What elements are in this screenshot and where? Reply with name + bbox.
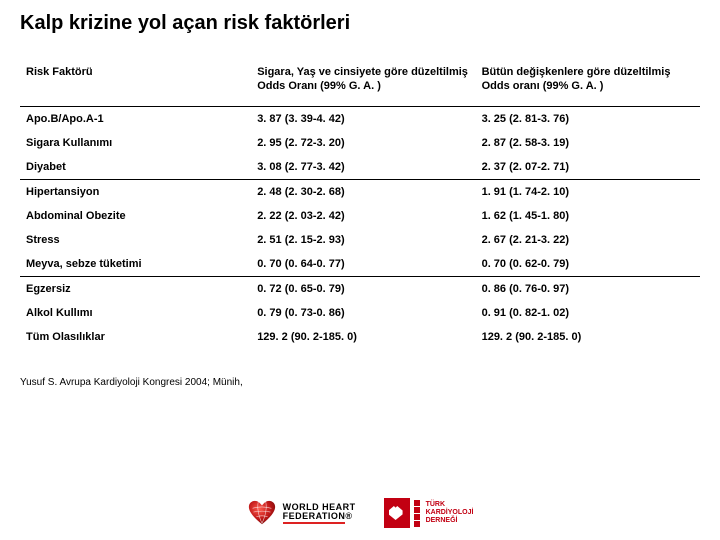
- tkd-line2: KARDİYOLOJİ: [426, 509, 474, 517]
- cell-or2: 129. 2 (90. 2-185. 0): [476, 325, 700, 349]
- cell-or2: 2. 67 (2. 21-3. 22): [476, 228, 700, 252]
- cell-or1: 0. 79 (0. 73-0. 86): [251, 301, 475, 325]
- cell-or1: 3. 87 (3. 39-4. 42): [251, 107, 475, 131]
- tkd-bars-icon: [414, 500, 420, 527]
- tkd-heart-icon: [384, 498, 410, 528]
- heart-globe-icon: [247, 498, 277, 528]
- cell-or1: 0. 72 (0. 65-0. 79): [251, 277, 475, 301]
- whf-line2: FEDERATION: [283, 512, 346, 524]
- tkd-text: TÜRK KARDİYOLOJİ DERNEĞİ: [426, 501, 474, 524]
- whf-text: WORLD HEART FEDERATION®: [283, 503, 356, 524]
- table-row: Sigara Kullanımı2. 95 (2. 72-3. 20)2. 87…: [20, 131, 700, 155]
- col-header-or1: Sigara, Yaş ve cinsiyete göre düzeltilmi…: [251, 61, 475, 106]
- cell-or2: 0. 86 (0. 76-0. 97): [476, 277, 700, 301]
- table-row: Abdominal Obezite2. 22 (2. 03-2. 42)1. 6…: [20, 204, 700, 228]
- cell-or1: 3. 08 (2. 77-3. 42): [251, 155, 475, 180]
- table-row: Meyva, sebze tüketimi0. 70 (0. 64-0. 77)…: [20, 252, 700, 277]
- table-row: Stress2. 51 (2. 15-2. 93)2. 67 (2. 21-3.…: [20, 228, 700, 252]
- cell-or2: 3. 25 (2. 81-3. 76): [476, 107, 700, 131]
- col-header-factor: Risk Faktörü: [20, 61, 251, 106]
- page-title: Kalp krizine yol açan risk faktörleri: [20, 12, 700, 35]
- cell-factor: Alkol Kullımı: [20, 301, 251, 325]
- footer-logos: WORLD HEART FEDERATION® TÜRK KARDİYOLOJİ…: [0, 498, 720, 528]
- cell-or2: 2. 37 (2. 07-2. 71): [476, 155, 700, 180]
- turk-kardiyoloji-dernegi-logo: TÜRK KARDİYOLOJİ DERNEĞİ: [384, 498, 474, 528]
- cell-factor: Sigara Kullanımı: [20, 131, 251, 155]
- table-header-row: Risk Faktörü Sigara, Yaş ve cinsiyete gö…: [20, 61, 700, 106]
- cell-factor: Hipertansiyon: [20, 180, 251, 204]
- cell-or1: 2. 48 (2. 30-2. 68): [251, 180, 475, 204]
- cell-or2: 1. 91 (1. 74-2. 10): [476, 180, 700, 204]
- cell-or2: 2. 87 (2. 58-3. 19): [476, 131, 700, 155]
- table-row: Hipertansiyon2. 48 (2. 30-2. 68)1. 91 (1…: [20, 180, 700, 204]
- col-header-or2: Bütün değişkenlere göre düzeltilmiş Odds…: [476, 61, 700, 106]
- cell-factor: Tüm Olasılıklar: [20, 325, 251, 349]
- cell-or1: 129. 2 (90. 2-185. 0): [251, 325, 475, 349]
- cell-or2: 1. 62 (1. 45-1. 80): [476, 204, 700, 228]
- cell-or2: 0. 70 (0. 62-0. 79): [476, 252, 700, 277]
- risk-factors-table: Risk Faktörü Sigara, Yaş ve cinsiyete gö…: [20, 61, 700, 349]
- table-row: Apo.B/Apo.A-13. 87 (3. 39-4. 42)3. 25 (2…: [20, 107, 700, 131]
- table-row: Diyabet3. 08 (2. 77-3. 42)2. 37 (2. 07-2…: [20, 155, 700, 180]
- cell-or1: 2. 95 (2. 72-3. 20): [251, 131, 475, 155]
- cell-or1: 0. 70 (0. 64-0. 77): [251, 252, 475, 277]
- cell-factor: Apo.B/Apo.A-1: [20, 107, 251, 131]
- world-heart-federation-logo: WORLD HEART FEDERATION®: [247, 498, 356, 528]
- table-row: Tüm Olasılıklar129. 2 (90. 2-185. 0)129.…: [20, 325, 700, 349]
- cell-or2: 0. 91 (0. 82-1. 02): [476, 301, 700, 325]
- cell-factor: Diyabet: [20, 155, 251, 180]
- citation-text: Yusuf S. Avrupa Kardiyoloji Kongresi 200…: [20, 377, 700, 388]
- cell-factor: Stress: [20, 228, 251, 252]
- cell-factor: Egzersiz: [20, 277, 251, 301]
- cell-factor: Meyva, sebze tüketimi: [20, 252, 251, 277]
- cell-or1: 2. 22 (2. 03-2. 42): [251, 204, 475, 228]
- tkd-line3: DERNEĞİ: [426, 517, 474, 525]
- tkd-line1: TÜRK: [426, 501, 474, 509]
- table-row: Egzersiz0. 72 (0. 65-0. 79)0. 86 (0. 76-…: [20, 277, 700, 301]
- cell-or1: 2. 51 (2. 15-2. 93): [251, 228, 475, 252]
- table-row: Alkol Kullımı0. 79 (0. 73-0. 86)0. 91 (0…: [20, 301, 700, 325]
- whf-reg: ®: [345, 511, 352, 521]
- cell-factor: Abdominal Obezite: [20, 204, 251, 228]
